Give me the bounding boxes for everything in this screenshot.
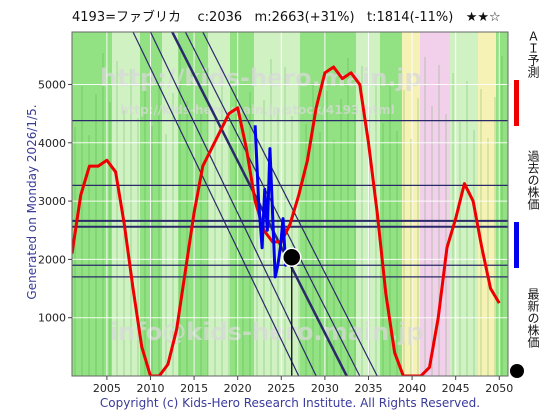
max-price: m:2663(+31%) xyxy=(254,10,355,25)
y-tick-label: 4000 xyxy=(38,137,66,150)
watermark-url: http://kids-hero.main.jp xyxy=(100,64,422,92)
y-tick-label: 2000 xyxy=(38,253,66,266)
plot-frame xyxy=(71,31,509,377)
x-tick-label: 2050 xyxy=(485,382,513,395)
series-past-price xyxy=(253,125,290,279)
latest-price-marker xyxy=(281,247,302,268)
x-tick-label: 2030 xyxy=(311,382,339,395)
y-tick-label: 5000 xyxy=(38,78,66,91)
series-ai-prediction xyxy=(72,65,501,376)
legend-latest-dot xyxy=(510,364,524,378)
x-tick-label: 2020 xyxy=(224,382,252,395)
x-tick-label: 2025 xyxy=(267,382,295,395)
legend: ＡＩ予測 過去の株価 最新の株価 xyxy=(510,30,558,390)
legend-past-price: 過去の株価 xyxy=(510,150,558,270)
watermark-email: info@kids-hero.main.jp xyxy=(110,318,424,346)
channel-line xyxy=(149,32,317,376)
current-price: c:2036 xyxy=(197,10,243,25)
background-band xyxy=(112,32,140,376)
chart-title: 4193=ファブリカ c:2036 m:2663(+31%) t:1814(-1… xyxy=(72,6,508,26)
x-tick-label: 2005 xyxy=(93,382,121,395)
x-tick-label: 2015 xyxy=(180,382,208,395)
x-tick-label: 2035 xyxy=(354,382,382,395)
legend-past-swatch xyxy=(514,222,519,268)
legend-latest-price: 最新の株価 xyxy=(510,288,558,388)
y-tick-label: 1000 xyxy=(38,312,66,325)
watermark-page-url: http://kids-hero.main.jp/stock/4193.html xyxy=(120,103,395,117)
legend-ai-swatch xyxy=(514,80,519,126)
legend-past-label: 過去の株価 xyxy=(526,150,540,210)
background-band xyxy=(208,32,230,376)
target-price: t:1814(-11%) xyxy=(367,10,454,25)
stock-code: 4193=ファブリカ xyxy=(72,10,181,25)
copyright-notice: Copyright (c) Kids-Hero Research Institu… xyxy=(99,396,481,410)
channel-line xyxy=(202,32,378,376)
background-band xyxy=(178,32,208,376)
background-band xyxy=(420,32,450,376)
x-tick-label: 2010 xyxy=(136,382,164,395)
rating-stars: ★★☆ xyxy=(465,10,501,25)
legend-ai-prediction: ＡＩ予測 xyxy=(510,30,558,140)
background-band xyxy=(300,32,356,376)
legend-ai-label: ＡＩ予測 xyxy=(526,30,540,78)
background-band xyxy=(140,32,162,376)
x-tick-label: 2040 xyxy=(398,382,426,395)
x-tick-label: 2045 xyxy=(442,382,470,395)
legend-latest-label: 最新の株価 xyxy=(526,288,540,348)
channel-line xyxy=(132,32,300,376)
y-tick-label: 3000 xyxy=(38,195,66,208)
